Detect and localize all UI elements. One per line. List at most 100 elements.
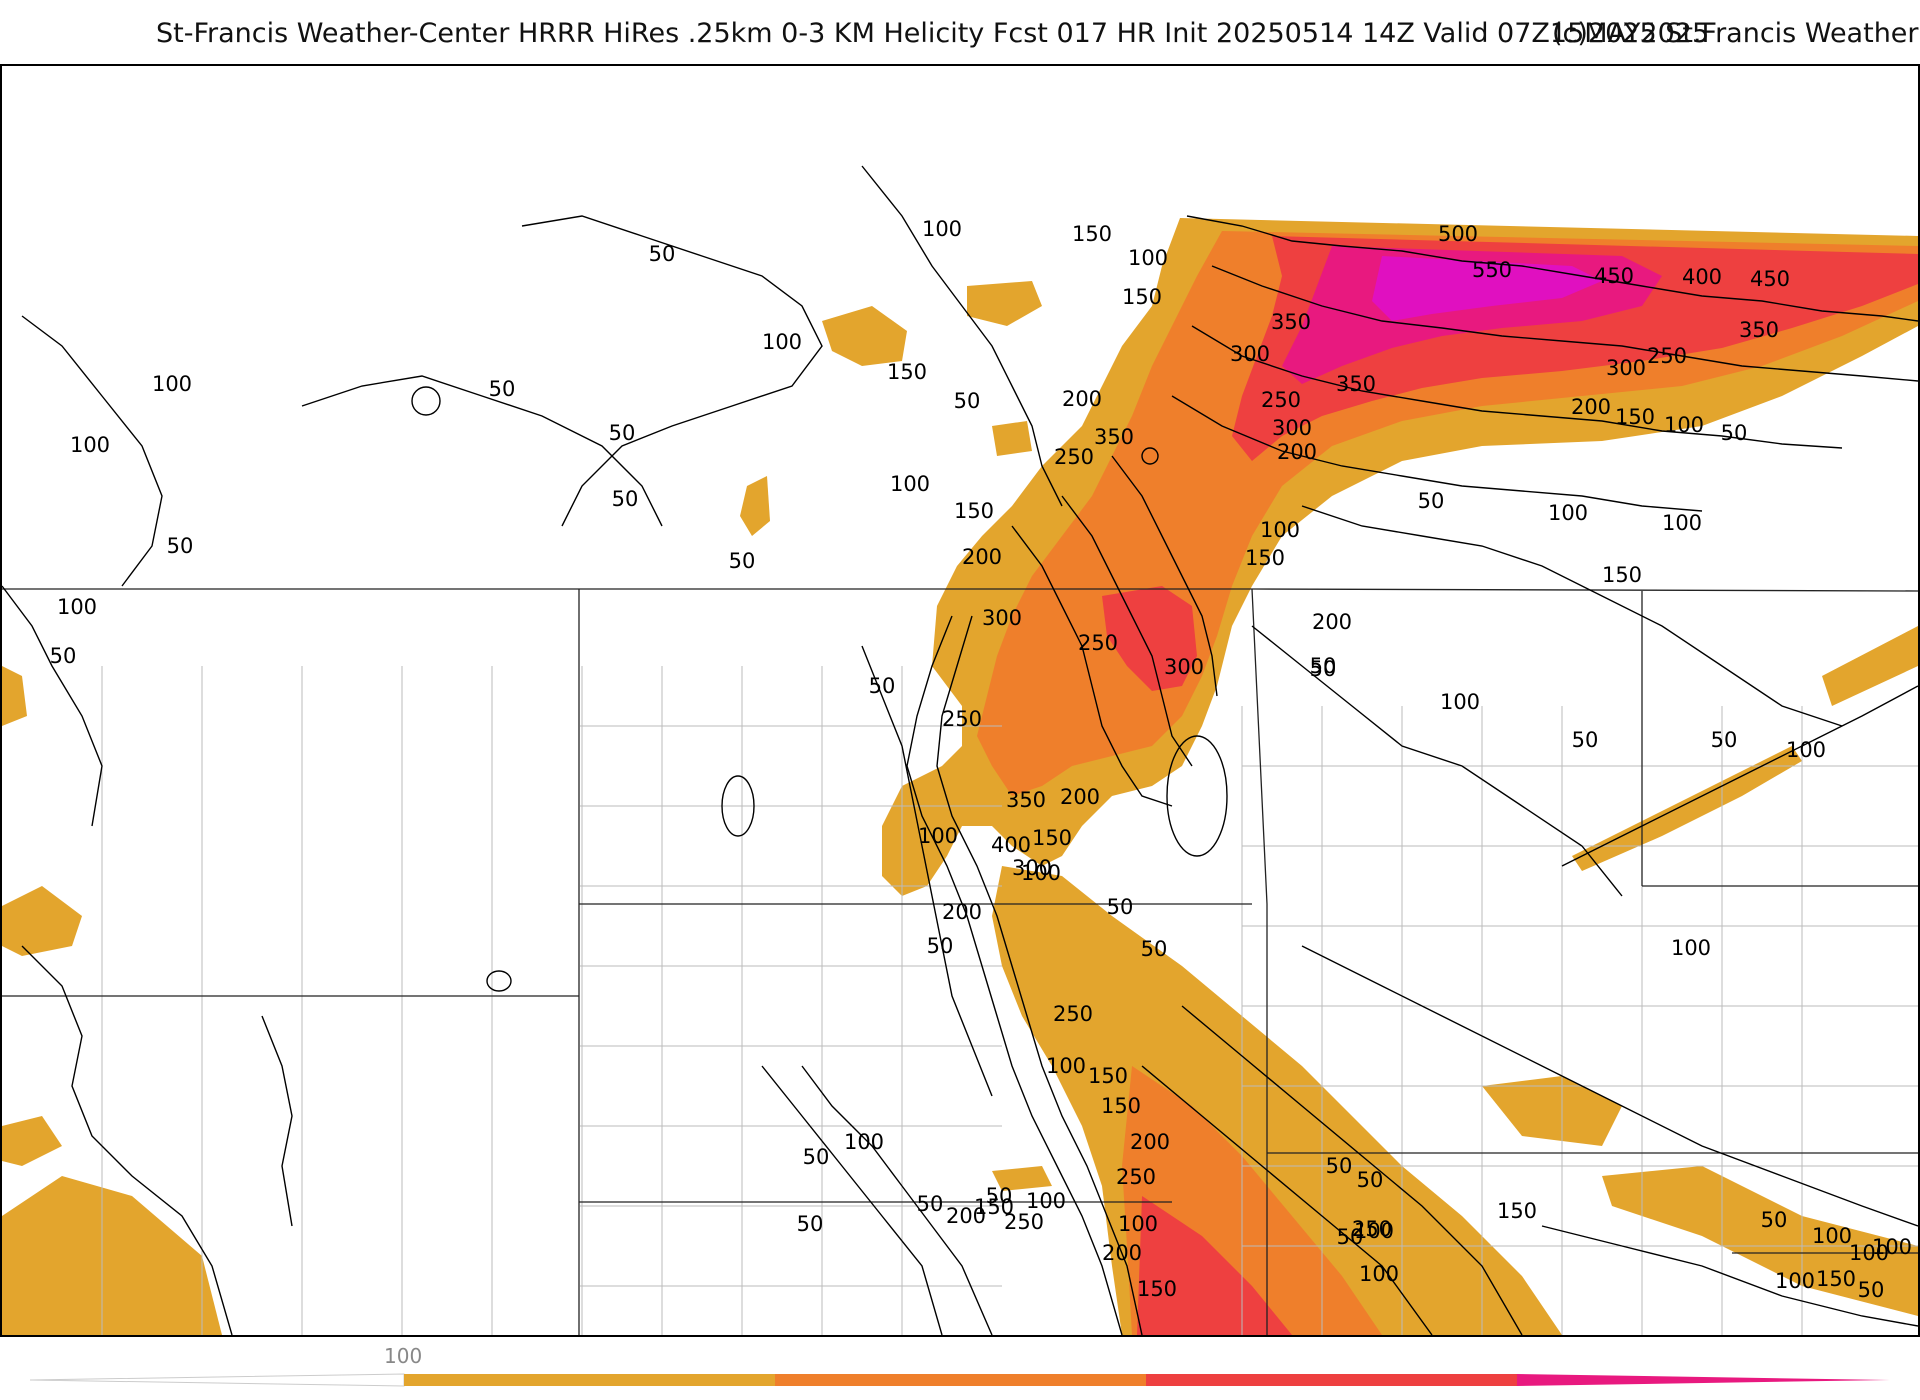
contour-label: 50 <box>917 1192 944 1216</box>
contour-label: 250 <box>1647 344 1687 368</box>
contour-south-2 <box>1181 1005 1523 1335</box>
contour-label: 200 <box>1130 1130 1170 1154</box>
contour-west-front-2 <box>936 615 1143 1335</box>
contour-se-1 <box>1301 945 1918 1227</box>
county-grid-a <box>581 666 1803 1335</box>
contour-label: 250 <box>1053 1002 1093 1026</box>
contour-label: 50 <box>797 1212 824 1236</box>
contour-label: 200 <box>1312 610 1352 634</box>
patch-sw-1 <box>2 1176 222 1335</box>
county-grid-b <box>580 725 1918 1287</box>
contour-label: 400 <box>991 833 1031 857</box>
contour-label: 50 <box>1721 421 1748 445</box>
contour-label: 100 <box>1548 501 1588 525</box>
contour-label: 350 <box>1094 425 1134 449</box>
contour-label: 50 <box>609 421 636 445</box>
patch-sw-3 <box>2 666 27 726</box>
contour-blob-4 <box>1166 735 1228 857</box>
patch-sw-4 <box>992 1166 1052 1191</box>
contour-label: 100 <box>1440 690 1480 714</box>
contour-east-2 <box>1561 685 1918 867</box>
region-500-north <box>1372 256 1602 321</box>
contour-label: 300 <box>1012 856 1052 880</box>
contour-label: 50 <box>927 934 954 958</box>
contour-label: 150 <box>1602 563 1642 587</box>
contour-label: 100 <box>762 330 802 354</box>
patch-sw-5 <box>2 1116 62 1166</box>
contour-sw-2 <box>261 1015 293 1227</box>
contour-label: 50 <box>869 674 896 698</box>
contour-lines <box>2 165 1918 1335</box>
contour-label: 200 <box>1060 785 1100 809</box>
contour-label: 150 <box>1816 1267 1856 1291</box>
contour-label: 150 <box>1137 1277 1177 1301</box>
patch-nw-3 <box>992 421 1032 456</box>
contour-label: 50 <box>986 1184 1013 1208</box>
contour-blob-3 <box>486 970 512 992</box>
contour-label: 50 <box>954 389 981 413</box>
contour-label: 200 <box>942 900 982 924</box>
patch-east-right <box>1822 626 1918 706</box>
contour-east-1 <box>1251 625 1623 897</box>
contour-label: 200 <box>962 545 1002 569</box>
contour-label: 450 <box>1594 264 1634 288</box>
contour-label: 100 <box>844 1130 884 1154</box>
contour-label: 50 <box>1310 654 1337 678</box>
contour-label: 300 <box>1606 356 1646 380</box>
contour-label: 50 <box>167 534 194 558</box>
colorbar <box>30 1373 1890 1387</box>
contour-mid-2 <box>801 1065 993 1335</box>
chart-title: St-Francis Weather-Center HRRR HiRes .25… <box>0 14 1920 54</box>
contour-central-1 <box>1011 525 1173 807</box>
contour-label: 300 <box>982 606 1022 630</box>
contour-label: 150 <box>954 499 994 523</box>
patch-nw-1 <box>822 306 907 366</box>
region-200-north <box>977 231 1918 796</box>
contour-label: 200 <box>1102 1241 1142 1265</box>
contour-label: 50 <box>1107 895 1134 919</box>
contour-label: 250 <box>942 707 982 731</box>
contour-label: 300 <box>1230 342 1270 366</box>
region-300-south <box>1102 586 1197 691</box>
contour-label: 350 <box>1739 318 1779 342</box>
patch-nw-2 <box>967 281 1042 326</box>
contour-north-1 <box>1186 215 1918 322</box>
contour-label: 100 <box>1812 1224 1852 1248</box>
contour-label: 300 <box>1272 416 1312 440</box>
colorbar-segment-200 <box>775 1374 1146 1386</box>
contour-label: 150 <box>887 360 927 384</box>
county-grid-c <box>101 666 493 1335</box>
contour-label: 50 <box>1761 1208 1788 1232</box>
contour-label: 150 <box>1101 1094 1141 1118</box>
state-lines <box>2 588 1918 1335</box>
contour-label: 200 <box>1062 387 1102 411</box>
contour-label: 100 <box>1021 861 1061 885</box>
contour-label: 50 <box>612 487 639 511</box>
contour-label: 200 <box>1277 440 1317 464</box>
contour-label: 350 <box>1271 310 1311 334</box>
contour-label: 100 <box>70 433 110 457</box>
contour-north-4 <box>1171 395 1703 512</box>
contour-label: 450 <box>1750 267 1790 291</box>
contour-label: 150 <box>1615 405 1655 429</box>
contour-label: 250 <box>1078 631 1118 655</box>
contour-label: 100 <box>922 217 962 241</box>
boundaries <box>101 666 1918 1335</box>
helicity-map: 50 100 150 100 150 150 100 50 100 50 200 350 250 50 50… <box>0 64 1920 1337</box>
contour-label: 50 <box>803 1145 830 1169</box>
colorbar-high-tail <box>1517 1374 1890 1386</box>
contour-label: 250 <box>1116 1165 1156 1189</box>
contour-label: 200 <box>946 1204 986 1228</box>
contour-label: 50 <box>1711 728 1738 752</box>
contour-label: 200 <box>1571 395 1611 419</box>
contour-label: 50 <box>1357 1168 1384 1192</box>
contour-label: 50 <box>1418 489 1445 513</box>
state-line-e1 <box>1251 588 1268 1335</box>
contour-label: 100 <box>1775 1269 1815 1293</box>
contour-label: 50 <box>1337 1225 1364 1249</box>
contour-label: 100 <box>918 824 958 848</box>
contour-label: 150 <box>1122 285 1162 309</box>
contour-label: 100 <box>1026 1189 1066 1213</box>
contour-label: 50 <box>1310 657 1337 681</box>
contour-label: 100 <box>1354 1219 1394 1243</box>
